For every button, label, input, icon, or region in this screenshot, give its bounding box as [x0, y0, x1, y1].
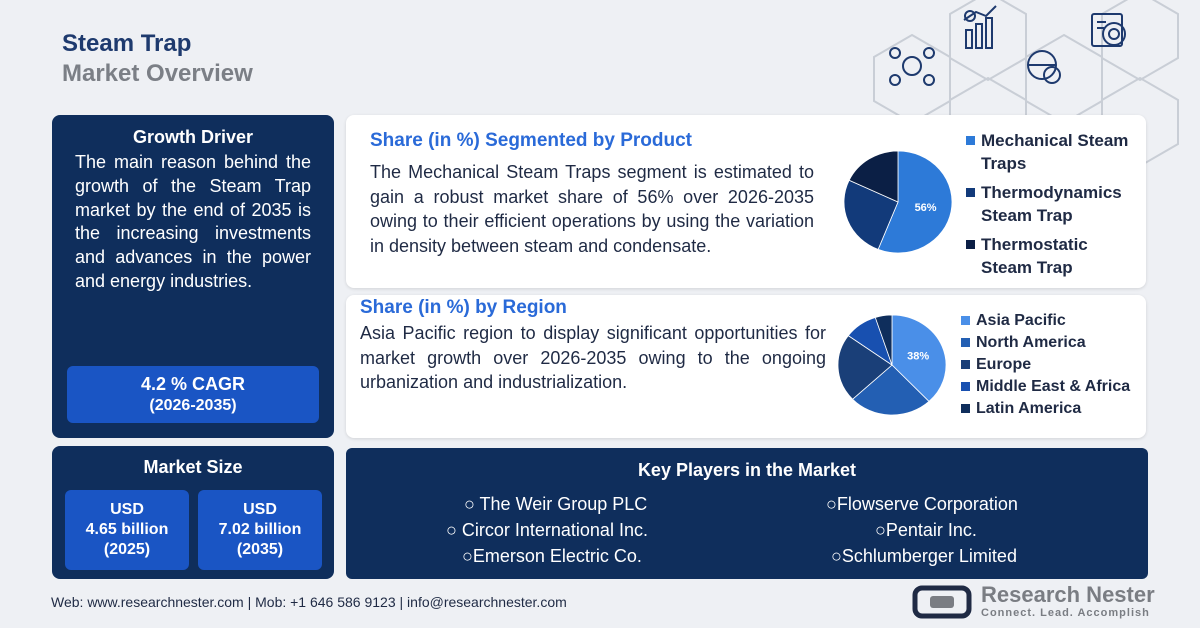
legend-swatch: [961, 360, 970, 369]
legend-item: Middle East & Africa: [961, 376, 1146, 398]
market-size-currency: USD: [243, 501, 277, 518]
region-legend: Asia Pacific North America Europe Middle Ea…: [961, 310, 1146, 420]
key-players-panel: Key Players in the Market ○ The Weir Gro…: [346, 448, 1148, 579]
legend-label: Asia Pacific: [976, 312, 1066, 329]
pie-slice: [852, 364, 930, 416]
legend-label: Europe: [976, 356, 1032, 373]
footer-contact: Web: www.researchnester.com | Mob: +1 64…: [51, 594, 567, 610]
market-size-panel: Market Size USD 4.65 billion (2025) USD …: [52, 446, 334, 579]
cagr-box: 4.2 % CAGR (2026-2035): [67, 366, 319, 423]
logo-tagline: Connect. Lead. Accomplish: [981, 607, 1150, 619]
key-player-item: ○Pentair Inc.: [875, 520, 977, 540]
pie-data-label: 38%: [907, 350, 929, 362]
legend-swatch: [961, 338, 970, 347]
pie-slice: [843, 179, 899, 250]
legend-swatch: [961, 404, 970, 413]
pie-slice: [874, 314, 893, 366]
legend-label: North America: [976, 334, 1086, 351]
legend-item: Thermostatic Steam Trap: [966, 233, 1141, 279]
page-subtitle: Market Overview: [62, 60, 253, 87]
cagr-period: (2026-2035): [149, 397, 237, 414]
product-share-card: Share (in %) Segmented by Product The Me…: [346, 115, 1146, 288]
legend-swatch: [961, 316, 970, 325]
legend-label: Latin America: [976, 400, 1082, 417]
growth-chart-icon: [963, 5, 997, 49]
market-size-value: 4.65 billion: [85, 521, 169, 538]
legend-item: Asia Pacific: [961, 310, 1146, 332]
legend-swatch: [961, 382, 970, 391]
legend-item: North America: [961, 332, 1146, 354]
research-nester-logo-icon: [912, 585, 972, 619]
legend-item: Thermodynamics Steam Trap: [966, 181, 1141, 227]
legend-item: Mechanical Steam Traps: [966, 129, 1141, 175]
product-share-heading: Share (in %) Segmented by Product: [370, 130, 692, 151]
growth-driver-text: The main reason behind the growth of the…: [75, 152, 311, 291]
market-size-2025-box: USD 4.65 billion (2025): [65, 490, 189, 570]
product-pie-chart: 56%: [843, 150, 953, 254]
legend-label: Thermodynamics Steam Trap: [981, 183, 1122, 225]
region-share-text: Asia Pacific region to display significa…: [360, 323, 826, 392]
pie-slice: [848, 150, 899, 203]
legend-label: Thermostatic Steam Trap: [981, 235, 1088, 277]
legend-swatch: [966, 240, 975, 249]
market-size-2035-box: USD 7.02 billion (2035): [198, 490, 322, 570]
legend-swatch: [966, 136, 975, 145]
key-player-item: ○ Circor International Inc.: [446, 520, 648, 540]
key-player-item: ○Flowserve Corporation: [826, 494, 1018, 514]
cagr-value: 4.2 % CAGR: [140, 374, 246, 394]
growth-driver-panel: Growth Driver The main reason behind the…: [52, 115, 334, 438]
market-size-currency: USD: [110, 501, 144, 518]
key-players-heading: Key Players in the Market: [637, 460, 857, 480]
pie-data-label: 56%: [915, 202, 937, 214]
pie-slice: [891, 314, 947, 402]
target-report-icon: [1091, 13, 1126, 47]
growth-driver-heading: Growth Driver: [132, 127, 254, 147]
page-title: Steam Trap: [62, 30, 192, 57]
region-share-heading: Share (in %) by Region: [360, 297, 567, 318]
key-player-item: ○Emerson Electric Co.: [462, 546, 642, 566]
legend-label: Middle East & Africa: [976, 378, 1131, 395]
pie-slice: [877, 150, 953, 254]
key-player-item: ○Schlumberger Limited: [831, 546, 1017, 566]
region-pie-chart: 38%: [837, 314, 947, 416]
logo-name: Research Nester: [981, 582, 1155, 607]
market-size-year: (2035): [236, 541, 284, 558]
network-people-icon: [889, 47, 935, 86]
legend-item: Europe: [961, 354, 1146, 376]
pie-slice: [837, 335, 893, 400]
legend-label: Mechanical Steam Traps: [981, 131, 1129, 173]
market-size-value: 7.02 billion: [218, 521, 302, 538]
legend-swatch: [966, 188, 975, 197]
product-legend: Mechanical Steam Traps Thermodynamics Ste…: [966, 129, 1141, 285]
product-share-text: The Mechanical Steam Traps segment is es…: [370, 162, 814, 256]
market-size-year: (2025): [103, 541, 151, 558]
legend-item: Latin America: [961, 398, 1146, 420]
region-share-card: Share (in %) by Region Asia Pacific regi…: [346, 295, 1146, 438]
market-size-heading: Market Size: [143, 457, 243, 477]
key-player-item: ○ The Weir Group PLC: [464, 494, 648, 514]
globe-dollar-icon: [1027, 50, 1061, 84]
